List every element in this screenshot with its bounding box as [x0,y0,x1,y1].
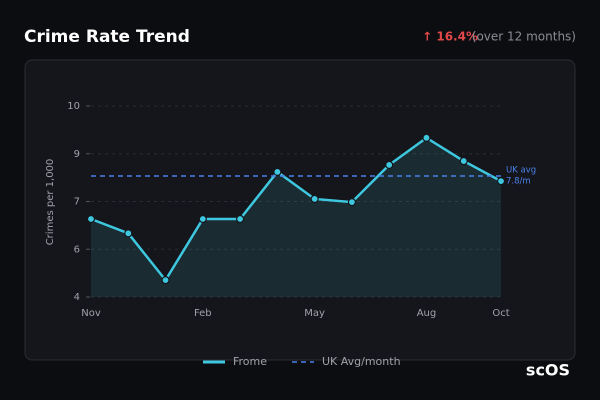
y-tick-label: 6 [74,244,80,255]
y-axis-label: Crimes per 1,000 [45,159,56,246]
point [459,156,468,166]
y-tick-label: 9 [74,149,80,160]
point [385,160,394,169]
x-tick-label: May [304,308,325,319]
point [422,133,431,142]
change-note: (over 12 months) [472,30,576,44]
point [273,167,282,176]
chart-card [24,59,576,361]
area [91,137,501,297]
point [124,229,133,238]
point [235,214,245,224]
x-tick-label: Feb [194,308,212,319]
y-tick-label: 10 [67,101,80,112]
reference-label: UK avg [506,166,536,176]
point [198,214,207,224]
x-tick-label: Aug [417,308,437,319]
line [90,136,502,283]
point [496,177,506,186]
x-tick-label: Nov [81,308,101,319]
x-tick-label: Oct [492,308,509,319]
y-tick-label: 4 [74,292,80,303]
point [347,198,357,207]
point [161,276,170,285]
change-value: ↑ 16.4% [422,30,478,44]
point [310,194,319,204]
reference-value: 7.8/m [506,177,531,187]
legend-label: UK Avg/month [322,355,401,368]
legend-label: Frome [233,355,267,368]
y-tick-label: 7 [74,197,80,208]
widget-title: Crime Rate Trend [24,27,190,47]
brand: scOS [526,361,570,380]
point [86,214,96,224]
